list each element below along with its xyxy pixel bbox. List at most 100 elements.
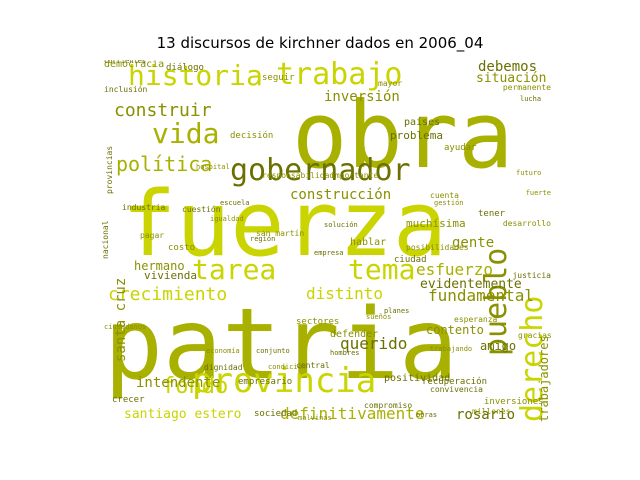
cloud-word: fundamental bbox=[428, 286, 534, 305]
cloud-word: trabajando bbox=[430, 345, 473, 353]
cloud-word: igualdad bbox=[210, 215, 244, 223]
cloud-word: inversiones bbox=[484, 397, 544, 407]
cloud-word: definitivamente bbox=[280, 404, 425, 423]
cloud-word: justicia bbox=[512, 271, 551, 280]
cloud-word: vivienda bbox=[144, 269, 197, 282]
cloud-word: tema bbox=[348, 253, 416, 286]
cloud-word: intendente bbox=[136, 375, 221, 391]
cloud-word: ciudad bbox=[394, 255, 427, 265]
cloud-word: sueños bbox=[366, 313, 392, 321]
figure-title: 13 discursos de kirchner dados en 2006_0… bbox=[156, 34, 484, 52]
cloud-word: futuro bbox=[516, 169, 542, 177]
cloud-word: amigo bbox=[480, 339, 517, 353]
cloud-word: política bbox=[116, 152, 213, 176]
cloud-word: provincias bbox=[105, 145, 114, 194]
cloud-word: dignidad bbox=[204, 363, 243, 372]
cloud-word: desarrollo bbox=[502, 219, 551, 228]
cloud-word: países bbox=[404, 117, 441, 128]
cloud-word: conjunto bbox=[256, 347, 290, 355]
cloud-word: industria bbox=[122, 203, 166, 212]
cloud-word: fuerza bbox=[122, 172, 448, 277]
cloud-word: recuperación bbox=[422, 377, 488, 387]
cloud-word: malvinas bbox=[298, 414, 332, 422]
cloud-word: planes bbox=[384, 307, 410, 315]
cloud-word: hermano bbox=[134, 259, 185, 273]
cloud-word: posibilidades bbox=[406, 243, 469, 252]
cloud-word: debemos bbox=[478, 60, 538, 75]
cloud-word: millones bbox=[472, 407, 511, 416]
cloud-word: diálogo bbox=[166, 63, 204, 73]
cloud-word: cuenta bbox=[430, 191, 459, 200]
cloud-word: rosario bbox=[456, 407, 516, 423]
cloud-word: región bbox=[250, 235, 276, 243]
cloud-word: fondo bbox=[162, 374, 229, 399]
cloud-word: distinto bbox=[306, 284, 384, 303]
cloud-word: compromiso bbox=[364, 401, 413, 410]
cloud-word: permanente bbox=[502, 83, 551, 92]
cloud-word: crecimiento bbox=[108, 284, 228, 305]
cloud-word: tarea bbox=[192, 253, 277, 286]
cloud-word: construcción bbox=[290, 187, 392, 203]
cloud-word: santa cruz bbox=[113, 277, 129, 362]
cloud-word: economía bbox=[206, 347, 240, 355]
cloud-word: esfuerzo bbox=[416, 260, 494, 279]
cloud-word: querido bbox=[340, 334, 408, 353]
cloud-word: pagar bbox=[140, 231, 165, 240]
cloud-word: convivencia bbox=[430, 385, 483, 394]
cloud-word: situación bbox=[476, 71, 547, 86]
cloud-word: tener bbox=[478, 209, 506, 219]
cloud-word: san martín bbox=[256, 229, 305, 238]
cloud-word: seguir bbox=[262, 73, 295, 83]
cloud-word: obra bbox=[292, 82, 514, 189]
cloud-word: solución bbox=[324, 221, 358, 229]
cloud-word: fuerte bbox=[525, 189, 551, 197]
cloud-word: importante bbox=[330, 171, 379, 180]
cloud-word: empresario bbox=[238, 377, 293, 387]
cloud-word: empresa bbox=[314, 249, 344, 257]
cloud-word: hablar bbox=[350, 237, 387, 248]
cloud-word: mayor bbox=[378, 79, 403, 88]
cloud-word: evidentemente bbox=[420, 277, 522, 292]
cloud-word: lucha bbox=[520, 95, 542, 103]
cloud-word: costo bbox=[168, 243, 196, 253]
cloud-word: sectores bbox=[296, 317, 340, 327]
cloud-word: esperanza bbox=[454, 315, 498, 324]
cloud-word: muchísima bbox=[406, 217, 466, 230]
cloud-word: responsabilidad bbox=[262, 171, 335, 180]
cloud-word: gente bbox=[452, 235, 495, 251]
cloud-word: santiago estero bbox=[124, 407, 242, 422]
cloud-word: problema bbox=[390, 129, 443, 142]
cloud-word: gracias bbox=[518, 331, 552, 340]
cloud-word: democracia bbox=[104, 60, 165, 70]
cloud-word: historia bbox=[128, 60, 263, 92]
cloud-word: contento bbox=[426, 323, 484, 337]
cloud-word: vida bbox=[152, 117, 220, 150]
cloud-word: gobernador bbox=[230, 153, 411, 188]
cloud-word: decisión bbox=[230, 131, 274, 141]
cloud-word: trabajo bbox=[276, 60, 403, 92]
cloud-word: ayudar bbox=[444, 143, 477, 153]
cloud-word: condición bbox=[268, 363, 306, 371]
cloud-word: defender bbox=[330, 329, 379, 340]
cloud-word: hombres bbox=[330, 349, 360, 357]
cloud-word: construir bbox=[114, 100, 212, 121]
cloud-word: patria bbox=[104, 288, 459, 402]
cloud-word: central bbox=[296, 361, 330, 370]
word-cloud: patria fuerza obra provincia pueblo derecho ta… bbox=[100, 60, 552, 423]
cloud-word: inversión bbox=[324, 89, 400, 105]
cloud-word: escuela bbox=[220, 199, 250, 207]
cloud-word: ciudadanos bbox=[104, 323, 147, 331]
cloud-word: inclusión bbox=[104, 85, 148, 94]
cloud-word: crecer bbox=[112, 395, 145, 405]
cloud-word: obras bbox=[416, 411, 438, 419]
cloud-word: hospital bbox=[196, 163, 230, 171]
cloud-word: trabajadores bbox=[537, 335, 551, 422]
cloud-word: sociedad bbox=[254, 409, 298, 419]
cloud-word: corrientes bbox=[104, 60, 147, 65]
cloud-word: gestión bbox=[434, 199, 464, 207]
cloud-word: positividad bbox=[384, 373, 451, 384]
cloud-word: nacional bbox=[101, 220, 110, 259]
cloud-word: provincia bbox=[192, 361, 377, 401]
cloud-word: cuestión bbox=[182, 205, 221, 214]
